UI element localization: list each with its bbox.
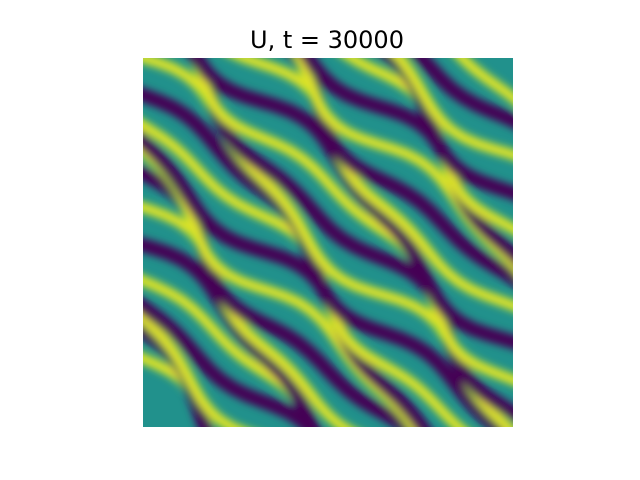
pattern-stripe	[143, 237, 321, 427]
pattern-stripe	[348, 58, 513, 231]
pattern-stripe	[143, 165, 417, 427]
pattern-stripe	[143, 205, 348, 427]
pattern-stripe	[380, 58, 513, 201]
pattern-stripe	[143, 87, 508, 427]
pattern-stripe	[143, 58, 511, 427]
pattern-stripe	[143, 297, 318, 427]
pattern-stripe	[239, 58, 513, 308]
chart-title: U, t = 30000	[250, 26, 404, 54]
pattern-stripe	[143, 123, 462, 427]
pattern-stripe	[300, 58, 513, 264]
pattern-stripe	[189, 58, 513, 350]
pattern-stripe	[288, 58, 513, 287]
